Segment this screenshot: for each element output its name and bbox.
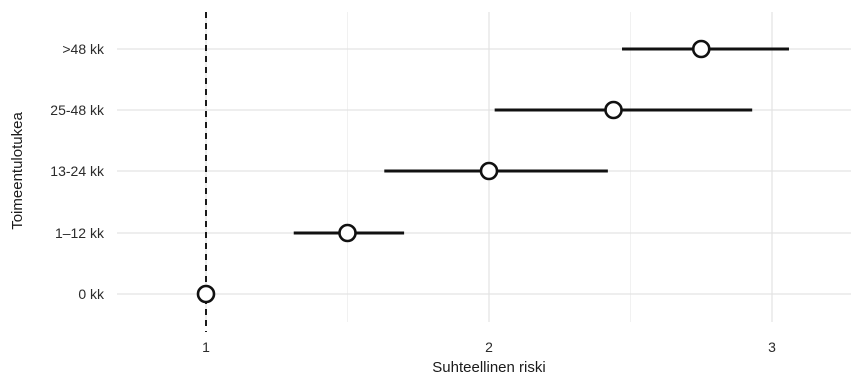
y-tick-label-48-kk: >48 kk xyxy=(62,41,105,57)
x-tick-labels: 1 2 3 xyxy=(202,339,776,355)
y-tick-label-1-12-kk: 1–12 kk xyxy=(55,225,105,241)
point-25-48-kk xyxy=(604,100,623,120)
point-estimates xyxy=(196,39,711,304)
y-tick-label-0-kk: 0 kk xyxy=(78,286,105,302)
confidence-intervals xyxy=(293,47,789,235)
point-1-12-kk xyxy=(338,223,357,243)
y-axis-title: Toimeentulotukea xyxy=(9,112,26,230)
x-tick-label-1: 1 xyxy=(202,339,210,355)
point-13-24-kk xyxy=(479,161,499,181)
point-48-kk xyxy=(691,39,711,59)
x-axis-title: Suhteellinen riski xyxy=(432,359,545,376)
point-0-kk xyxy=(196,284,216,304)
x-tick-label-3: 3 xyxy=(768,339,776,355)
y-tick-label-13-24-kk: 13-24 kk xyxy=(50,163,105,179)
y-tick-label-25-48-kk: 25-48 kk xyxy=(50,102,105,118)
y-tick-labels: 0 kk 1–12 kk 13-24 kk 25-48 kk >48 kk xyxy=(50,41,105,302)
x-tick-label-2: 2 xyxy=(485,339,493,355)
